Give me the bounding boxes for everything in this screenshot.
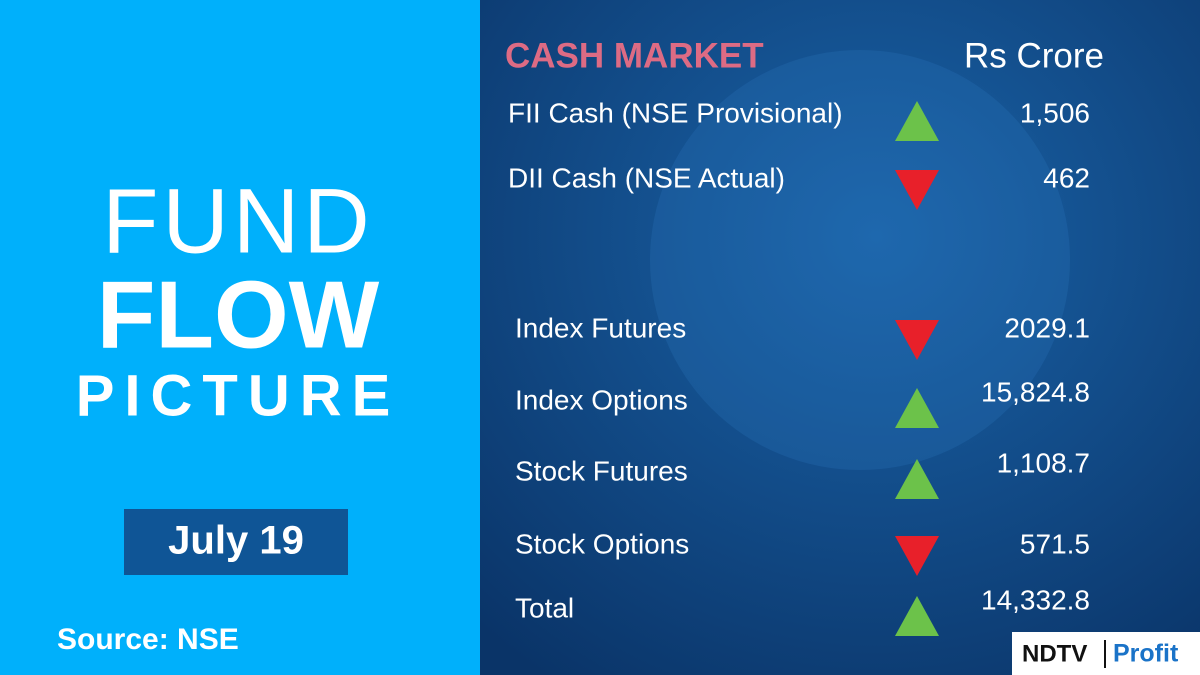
down-arrow: [895, 536, 939, 576]
row-value: 2029.1: [1004, 312, 1090, 343]
row-value: 14,332.8: [981, 584, 1090, 615]
row-value: 15,824.8: [981, 376, 1090, 407]
heading: CASH MARKET: [505, 36, 764, 75]
logo-brand: NDTV: [1022, 640, 1087, 667]
row-value: 1,108.7: [997, 447, 1090, 478]
row-label: Total: [515, 592, 574, 623]
row-label: Index Futures: [515, 312, 686, 343]
row-label: Stock Futures: [515, 455, 688, 486]
row-label: FII Cash (NSE Provisional): [508, 97, 843, 128]
logo-sub: Profit: [1113, 640, 1179, 668]
title-line: FUND: [102, 170, 374, 272]
globe-decoration: [650, 50, 1070, 470]
title-line: PICTURE: [76, 363, 401, 428]
row-label: DII Cash (NSE Actual): [508, 162, 785, 193]
down-arrow: [895, 320, 939, 360]
source: Source: NSE: [57, 623, 239, 656]
right-panel: [480, 0, 1200, 675]
date-box: [124, 509, 348, 575]
row-label: Index Options: [515, 384, 688, 415]
up-arrow: [895, 596, 939, 636]
row-value: 1,506: [1020, 97, 1090, 128]
up-arrow: [895, 388, 939, 428]
date: July 19: [168, 519, 304, 563]
up-arrow: [895, 459, 939, 499]
rows: FII Cash (NSE Provisional) 1,506 DII Cash …: [508, 97, 1090, 636]
row-label: Stock Options: [515, 528, 689, 559]
title-line: FLOW: [97, 261, 380, 368]
row-value: 462: [1043, 162, 1090, 193]
down-arrow: [895, 170, 939, 210]
up-arrow: [895, 101, 939, 141]
unit: Rs Crore: [964, 36, 1104, 75]
row-value: 571.5: [1020, 528, 1090, 559]
